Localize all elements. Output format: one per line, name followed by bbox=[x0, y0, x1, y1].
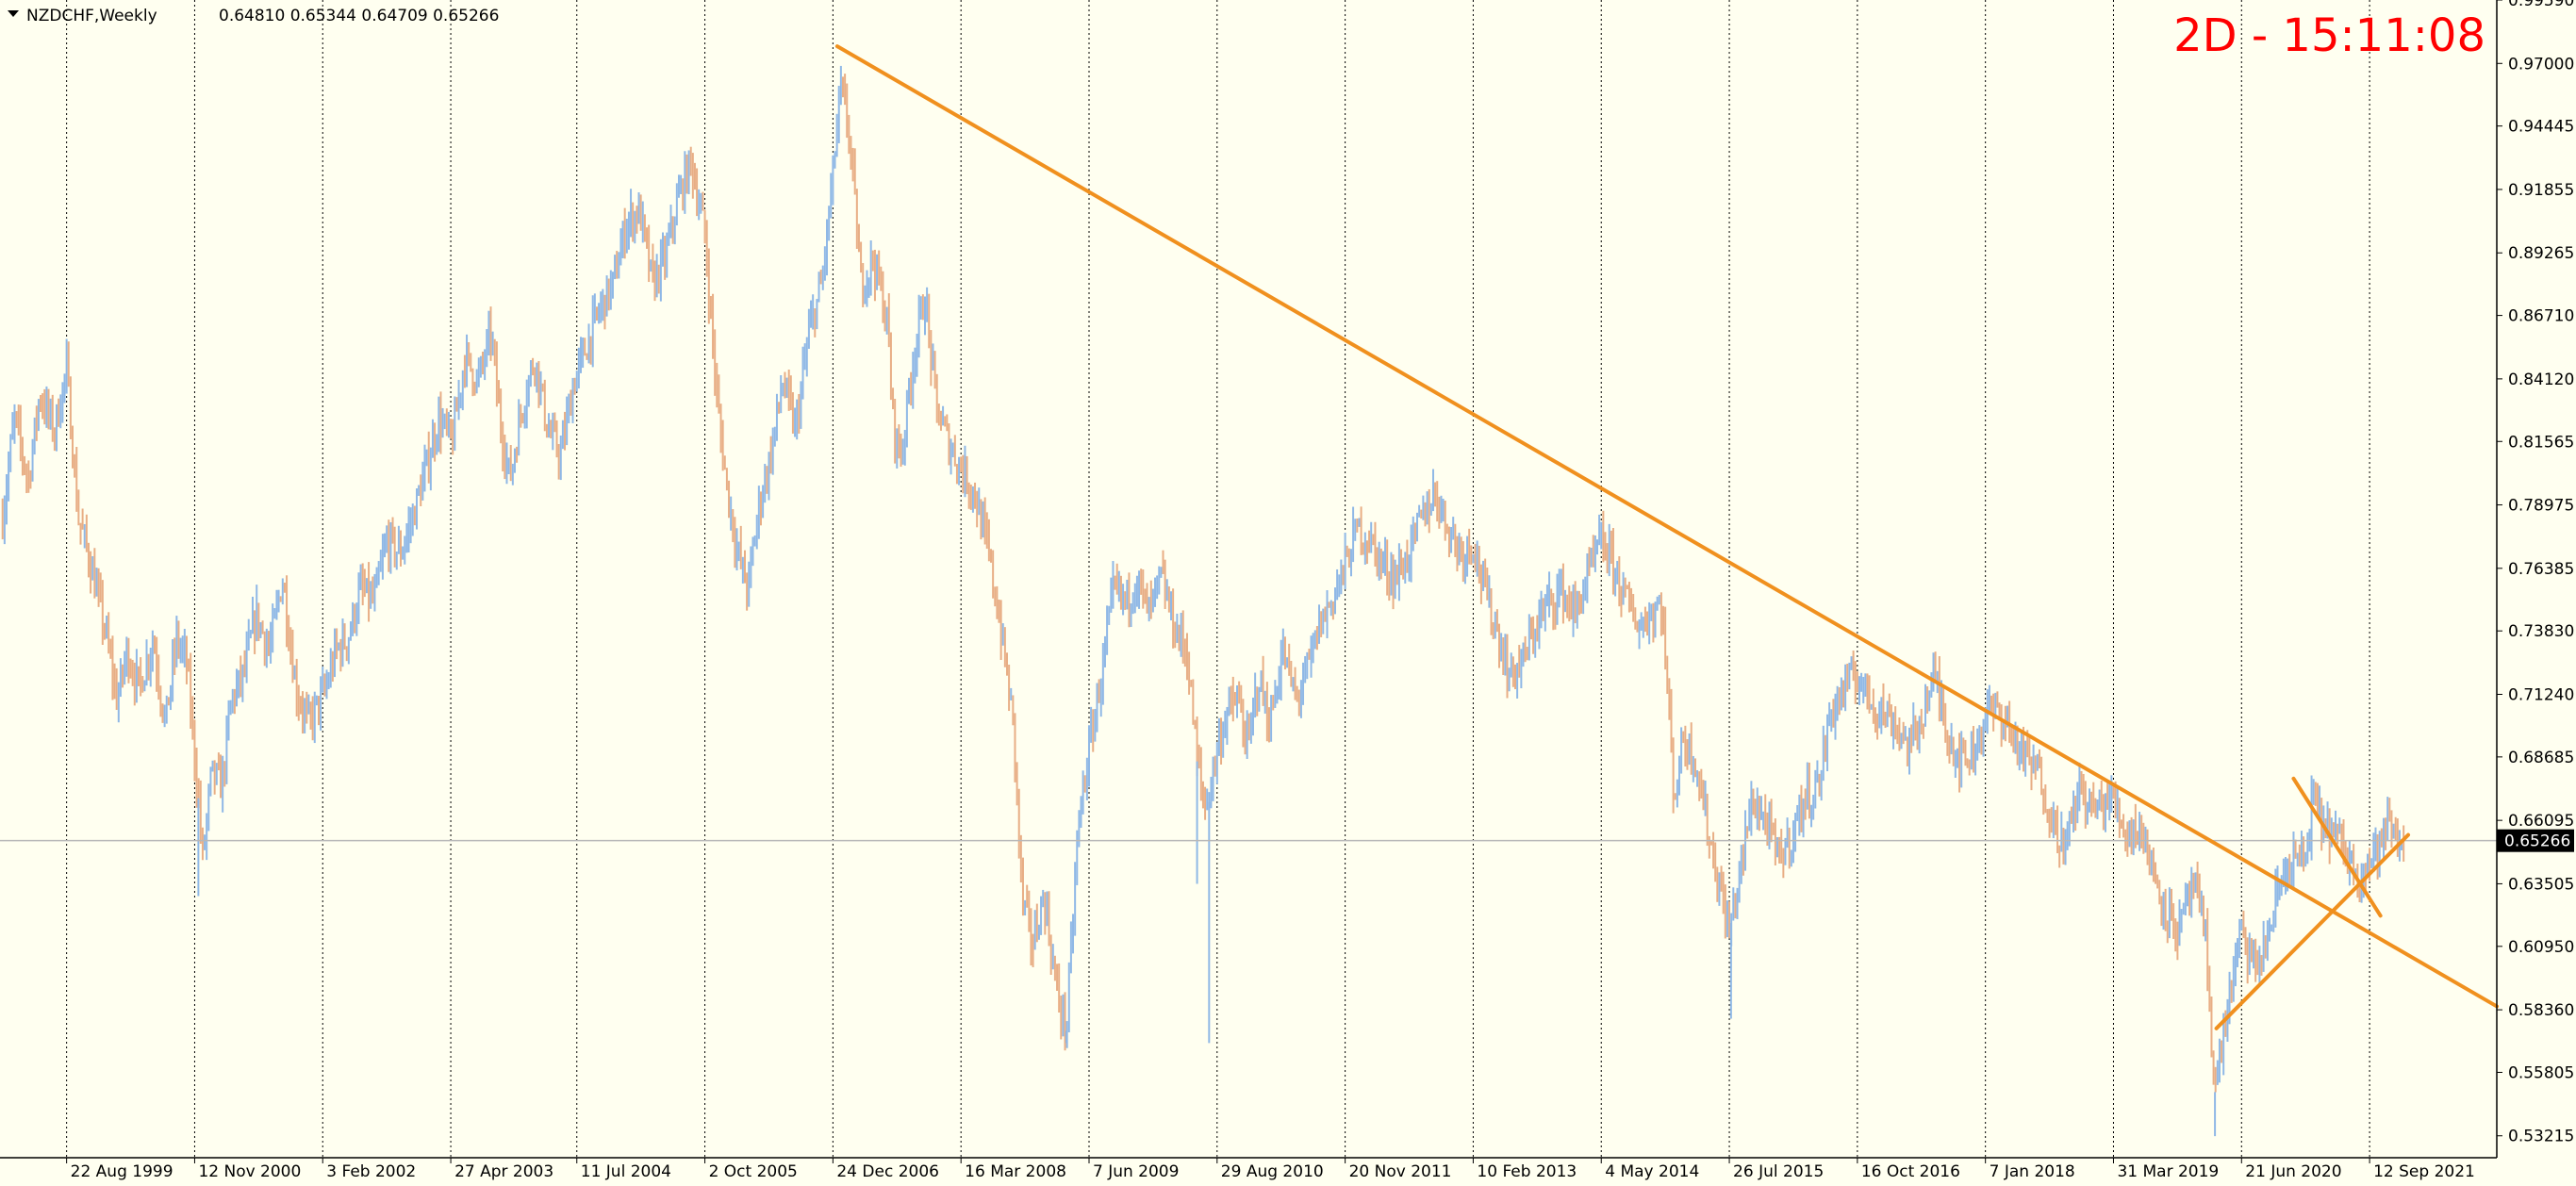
x-tick-label: 20 Nov 2011 bbox=[1349, 1162, 1452, 1181]
y-tick-label: 0.60950 bbox=[2508, 938, 2574, 957]
chart-header: NZDCHF,Weekly 0.64810 0.65344 0.64709 0.… bbox=[8, 7, 499, 25]
collapse-arrow-icon[interactable] bbox=[8, 10, 19, 17]
x-tick-label: 2 Oct 2005 bbox=[709, 1162, 798, 1181]
x-tick-label: 24 Dec 2006 bbox=[836, 1162, 939, 1181]
y-tick-label: 0.71240 bbox=[2508, 685, 2574, 704]
x-tick-label: 26 Jul 2015 bbox=[1733, 1162, 1824, 1181]
x-tick-label: 16 Mar 2008 bbox=[965, 1162, 1066, 1181]
trendline-support[interactable] bbox=[2214, 832, 2411, 1030]
x-tick-label: 27 Apr 2003 bbox=[454, 1162, 553, 1181]
y-tick-label: 0.81565 bbox=[2508, 433, 2574, 452]
ohlc-values: 0.64810 0.65344 0.64709 0.65266 bbox=[219, 7, 499, 25]
y-tick-label: 0.63505 bbox=[2508, 875, 2574, 894]
y-tick-label: 0.97000 bbox=[2508, 55, 2574, 74]
x-tick-label: 11 Jul 2004 bbox=[581, 1162, 671, 1181]
x-tick-label: 16 Oct 2016 bbox=[1861, 1162, 1960, 1181]
x-tick-label: 10 Feb 2013 bbox=[1477, 1162, 1577, 1181]
trendline-long-term-resistance[interactable] bbox=[834, 44, 2499, 1009]
y-tick-label: 0.55805 bbox=[2508, 1063, 2574, 1082]
y-tick-label: 0.91855 bbox=[2508, 181, 2574, 200]
trendlines[interactable] bbox=[834, 44, 2499, 1030]
bar-countdown: 2D - 15:11:08 bbox=[2173, 9, 2485, 62]
y-tick-label: 0.68685 bbox=[2508, 749, 2574, 767]
x-tick-label: 4 May 2014 bbox=[1605, 1162, 1699, 1181]
current-price-label-bg bbox=[2497, 829, 2574, 852]
y-tick-label: 0.86710 bbox=[2508, 307, 2574, 326]
x-tick-label: 31 Mar 2019 bbox=[2117, 1162, 2219, 1181]
y-tick-label: 0.58360 bbox=[2508, 1001, 2574, 1020]
x-tick-label: 12 Sep 2021 bbox=[2373, 1162, 2475, 1181]
price-bars bbox=[1, 65, 2405, 1137]
trendline-wedge-upper[interactable] bbox=[2291, 776, 2383, 918]
y-tick-label: 0.78975 bbox=[2508, 497, 2574, 516]
y-tick-label: 0.73830 bbox=[2508, 622, 2574, 641]
x-tick-label: 12 Nov 2000 bbox=[198, 1162, 301, 1181]
symbol-label: NZDCHF,Weekly bbox=[26, 7, 157, 25]
y-tick-label: 0.76385 bbox=[2508, 560, 2574, 579]
y-tick-label: 0.89265 bbox=[2508, 244, 2574, 263]
y-tick-label: 0.53215 bbox=[2508, 1128, 2574, 1146]
x-tick-label: 3 Feb 2002 bbox=[326, 1162, 416, 1181]
current-price-label: 0.65266 bbox=[2504, 832, 2570, 851]
y-tick-label: 0.94445 bbox=[2508, 118, 2574, 137]
y-tick-label: 0.84120 bbox=[2508, 371, 2574, 389]
x-tick-label: 29 Aug 2010 bbox=[1221, 1162, 1324, 1181]
y-tick-label: 0.99590 bbox=[2508, 0, 2574, 10]
x-tick-label: 7 Jun 2009 bbox=[1093, 1162, 1179, 1181]
y-tick-label: 0.66095 bbox=[2508, 812, 2574, 831]
x-tick-label: 7 Jan 2018 bbox=[1990, 1162, 2075, 1181]
x-tick-label: 21 Jun 2020 bbox=[2245, 1162, 2341, 1181]
x-tick-label: 22 Aug 1999 bbox=[71, 1162, 173, 1181]
